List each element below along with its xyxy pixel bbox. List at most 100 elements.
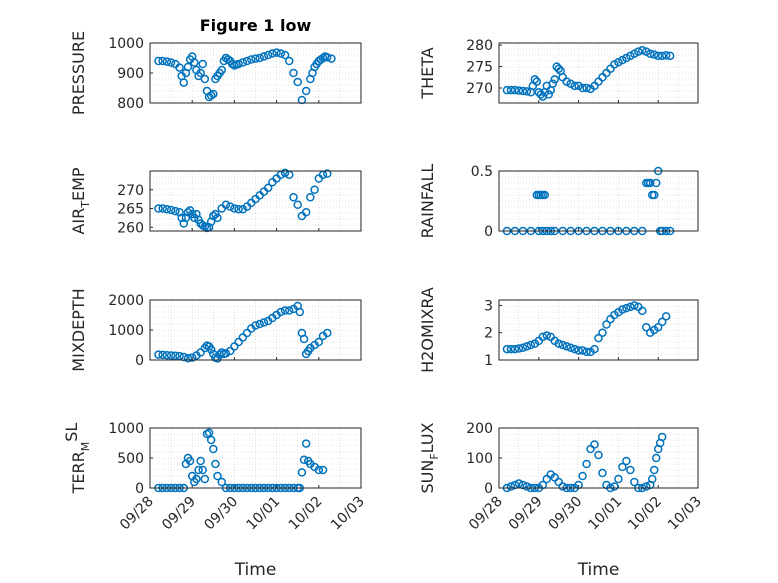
data-point — [514, 86, 524, 95]
data-point — [280, 306, 290, 315]
y-axis-label-part: RAINFALL — [418, 164, 437, 239]
data-point — [162, 205, 172, 214]
data-point — [192, 474, 201, 484]
data-point — [234, 59, 243, 69]
y-tick-label: 0 — [484, 224, 493, 240]
data-point — [158, 56, 167, 66]
data-point — [322, 53, 332, 62]
y-tick-label: 2 — [484, 326, 493, 342]
data-point — [649, 50, 659, 59]
data-point — [166, 58, 176, 67]
data-point — [526, 340, 536, 350]
data-point — [276, 49, 286, 58]
data-point — [614, 474, 623, 484]
data-point — [158, 350, 167, 360]
data-point — [653, 51, 663, 61]
data-point — [594, 450, 603, 460]
data-point — [272, 48, 281, 57]
data-point — [530, 75, 540, 84]
data-point — [653, 323, 663, 332]
x-tick-label: 10/01 — [585, 494, 625, 534]
data-point — [630, 477, 639, 487]
y-axis-label-part: T — [79, 201, 92, 209]
data-point — [502, 85, 512, 95]
x-tick-label: 10/01 — [244, 494, 284, 534]
data-point — [166, 351, 176, 360]
y-axis-label: MIXDEPTH — [69, 288, 88, 371]
y-tick-label: 0 — [135, 353, 144, 369]
data-point — [301, 439, 311, 448]
data-point — [626, 465, 635, 475]
data-point — [318, 53, 328, 63]
data-point — [578, 471, 587, 481]
y-axis-label: RAINFALL — [418, 164, 437, 239]
x-tick-label: 10/02 — [286, 494, 326, 534]
y-tick-label: 1000 — [108, 36, 144, 52]
data-point — [651, 178, 661, 188]
y-tick-label: 800 — [117, 96, 144, 112]
y-tick-label: 275 — [466, 60, 493, 76]
data-point — [206, 91, 216, 100]
data-point — [213, 213, 222, 223]
x-tick-label: 09/28 — [117, 494, 157, 534]
data-point — [185, 456, 195, 466]
data-point — [622, 456, 631, 466]
data-point — [200, 474, 210, 484]
data-point — [209, 211, 218, 221]
data-point — [558, 340, 567, 350]
data-point — [506, 85, 516, 95]
axes-frame — [149, 42, 362, 104]
data-point — [510, 85, 520, 95]
data-point — [280, 168, 290, 178]
data-point — [230, 204, 239, 213]
x-tick-label: 09/30 — [546, 494, 586, 534]
data-point — [183, 62, 193, 72]
data-point — [194, 465, 203, 475]
data-point — [566, 343, 575, 352]
data-point — [502, 344, 512, 354]
y-tick-label: 1000 — [108, 323, 144, 339]
data-point — [578, 346, 587, 355]
data-point — [247, 55, 256, 64]
data-point — [234, 205, 243, 214]
data-point — [217, 348, 226, 357]
data-point — [638, 306, 647, 316]
data-point — [548, 79, 557, 88]
axes-frame — [498, 427, 699, 489]
data-point — [225, 346, 235, 356]
data-point — [645, 178, 655, 188]
data-point — [204, 428, 214, 438]
data-point — [196, 456, 205, 466]
data-point — [645, 49, 655, 58]
data-point — [657, 432, 667, 442]
data-point — [196, 68, 205, 78]
x-tick-label: 10/03 — [328, 494, 368, 534]
data-point — [657, 317, 667, 327]
data-point — [206, 345, 216, 354]
data-point — [209, 444, 218, 454]
subplot-1: 800 900 1000 PRESSURE Figure 1 low — [69, 16, 362, 115]
subplot-7: 09/28 09/29 09/30 10/01 10/02 10/03 0 500 1000 TE… — [62, 421, 368, 580]
data-point — [651, 453, 661, 463]
y-tick-label: 270 — [117, 183, 144, 199]
data-point — [183, 353, 193, 363]
y-axis-label-part: EMP — [69, 167, 88, 201]
data-point — [297, 468, 307, 477]
data-point — [638, 46, 647, 55]
data-point — [554, 64, 563, 73]
data-point — [542, 331, 552, 340]
y-axis-label-part: LUX — [418, 422, 437, 453]
y-axis-label-part: H2OMIXRA — [418, 287, 437, 373]
data-point — [630, 301, 639, 310]
data-point — [582, 459, 591, 469]
data-point — [209, 89, 218, 99]
x-tick-label: 09/28 — [466, 494, 506, 534]
y-tick-label: 0 — [484, 481, 493, 497]
chart-title: Figure 1 low — [200, 16, 312, 35]
data-point — [251, 321, 260, 330]
axes-frame — [149, 170, 362, 232]
data-point — [518, 86, 528, 96]
x-tick-label: 09/29 — [506, 494, 546, 534]
y-axis-label-part: AIR — [69, 208, 88, 235]
data-point — [642, 482, 651, 491]
